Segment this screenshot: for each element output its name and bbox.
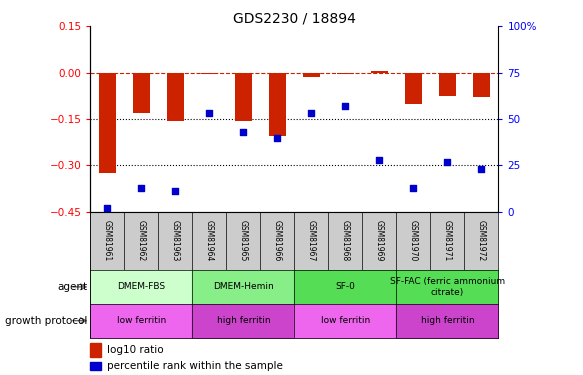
Bar bbox=[473, 73, 490, 98]
Text: high ferritin: high ferritin bbox=[421, 316, 474, 325]
Point bbox=[205, 111, 214, 117]
Bar bbox=[269, 73, 286, 136]
Point bbox=[238, 129, 248, 135]
Text: SF-0: SF-0 bbox=[335, 282, 356, 291]
Text: GSM81971: GSM81971 bbox=[443, 220, 452, 262]
Point bbox=[409, 185, 418, 191]
Point bbox=[477, 166, 486, 172]
Text: agent: agent bbox=[57, 282, 87, 292]
Point bbox=[307, 111, 316, 117]
Text: low ferritin: low ferritin bbox=[117, 316, 166, 325]
Text: GSM81965: GSM81965 bbox=[239, 220, 248, 262]
Text: GSM81963: GSM81963 bbox=[171, 220, 180, 262]
Bar bbox=[337, 73, 354, 74]
Bar bbox=[167, 73, 184, 121]
Text: percentile rank within the sample: percentile rank within the sample bbox=[107, 361, 283, 371]
Point bbox=[375, 157, 384, 163]
Bar bbox=[99, 73, 116, 173]
Point bbox=[103, 205, 112, 211]
Text: GSM81967: GSM81967 bbox=[307, 220, 316, 262]
Text: GSM81968: GSM81968 bbox=[341, 220, 350, 262]
Point bbox=[340, 103, 350, 109]
Bar bbox=[235, 73, 252, 121]
Text: GSM81970: GSM81970 bbox=[409, 220, 418, 262]
Text: GSM81964: GSM81964 bbox=[205, 220, 214, 262]
Point bbox=[442, 159, 452, 165]
Bar bbox=[405, 73, 422, 104]
Text: SF-FAC (ferric ammonium
citrate): SF-FAC (ferric ammonium citrate) bbox=[390, 277, 505, 297]
Title: GDS2230 / 18894: GDS2230 / 18894 bbox=[233, 11, 356, 25]
Text: DMEM-FBS: DMEM-FBS bbox=[117, 282, 166, 291]
Text: DMEM-Hemin: DMEM-Hemin bbox=[213, 282, 274, 291]
Text: GSM81962: GSM81962 bbox=[137, 220, 146, 262]
Text: growth protocol: growth protocol bbox=[5, 316, 87, 326]
Text: log10 ratio: log10 ratio bbox=[107, 345, 163, 355]
Text: GSM81972: GSM81972 bbox=[477, 220, 486, 262]
Text: low ferritin: low ferritin bbox=[321, 316, 370, 325]
Text: GSM81966: GSM81966 bbox=[273, 220, 282, 262]
Bar bbox=[201, 73, 218, 74]
Bar bbox=[303, 73, 320, 77]
Text: high ferritin: high ferritin bbox=[217, 316, 270, 325]
Point bbox=[136, 185, 146, 191]
Point bbox=[273, 135, 282, 141]
Bar bbox=[439, 73, 456, 96]
Text: GSM81969: GSM81969 bbox=[375, 220, 384, 262]
Bar bbox=[133, 73, 150, 113]
Point bbox=[171, 189, 180, 195]
Text: GSM81961: GSM81961 bbox=[103, 220, 112, 262]
Bar bbox=[371, 71, 388, 73]
